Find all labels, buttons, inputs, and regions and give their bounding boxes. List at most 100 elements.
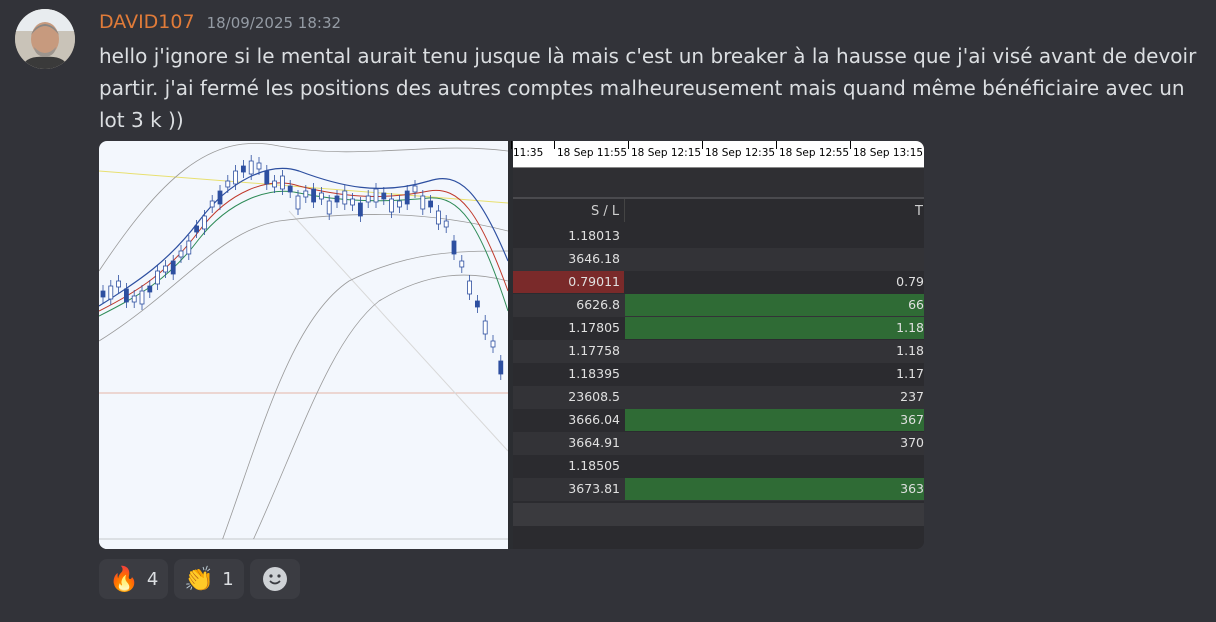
candle-body <box>217 190 223 205</box>
candle-body <box>170 260 176 275</box>
time-label: 18 Sep 11:55 <box>557 147 628 159</box>
table-row: 1.18013 <box>513 225 924 248</box>
candle-body <box>163 265 168 273</box>
candle-body <box>428 200 434 208</box>
candle-body <box>404 190 410 205</box>
moving-average-red <box>99 182 509 312</box>
time-label: 11:35 <box>513 147 544 159</box>
candle-body <box>248 160 254 175</box>
time-label: 18 Sep 12:15 <box>631 147 702 159</box>
time-tick <box>554 141 555 149</box>
candle-body <box>202 215 207 230</box>
candle-body <box>178 250 184 258</box>
candle-body <box>498 360 504 375</box>
tp-cell: 237 <box>900 389 924 404</box>
tp-cell: 1.18 <box>625 317 924 339</box>
candle-body <box>272 180 278 188</box>
moving-average-blue <box>99 167 509 307</box>
sl-cell: 1.18395 <box>568 366 620 381</box>
candle-body <box>435 210 441 225</box>
moving-average-green <box>99 190 509 317</box>
table-row: 23608.5 237 <box>513 386 924 409</box>
candlestick-chart <box>99 142 509 549</box>
username[interactable]: DAVID107 <box>99 11 195 33</box>
message-header: DAVID107 18/09/2025 18:32 <box>99 11 341 33</box>
candle-body <box>256 162 262 170</box>
candle-body <box>240 165 246 173</box>
candle-body <box>311 188 317 203</box>
candle-body <box>287 185 293 193</box>
smiley-icon <box>262 567 287 591</box>
candle-body <box>279 175 285 190</box>
candle-body <box>233 170 239 185</box>
candle-body <box>209 200 215 208</box>
chart-time-axis <box>99 539 508 549</box>
candle-body <box>108 285 114 300</box>
tp-cell: 1.18 <box>896 343 924 358</box>
candle-body <box>100 290 106 298</box>
table-row: 3664.91 370 <box>513 432 924 455</box>
sl-cell: 3666.04 <box>568 412 620 427</box>
bollinger-band <box>248 274 509 549</box>
bollinger-band <box>99 214 509 342</box>
candle-body <box>123 288 129 303</box>
time-tick <box>628 141 629 149</box>
table-row: 1.17758 1.18 <box>513 340 924 363</box>
reaction-count: 1 <box>222 568 234 590</box>
image-attachment[interactable]: 11:35 18 Sep 11:55 18 Sep 12:15 18 Sep 12:3… <box>99 141 924 549</box>
add-reaction-button[interactable] <box>249 559 300 599</box>
tp-cell: 1.17 <box>896 366 924 381</box>
candle-body <box>474 300 480 308</box>
candle-body <box>443 220 449 228</box>
reaction-clap[interactable]: 👏 1 <box>174 559 244 599</box>
candle-body <box>451 240 457 255</box>
table-row: 1.18395 1.17 <box>513 363 924 386</box>
fire-icon: 🔥 <box>109 565 139 593</box>
reaction-count: 4 <box>146 568 159 590</box>
table-row: 3666.04 367 <box>513 409 924 432</box>
candle-body <box>396 200 402 208</box>
candle-body <box>459 260 465 268</box>
time-tick <box>850 141 851 149</box>
candle-body <box>326 200 332 215</box>
sl-cell: 3673.81 <box>568 481 620 496</box>
sl-cell: 0.79011 <box>513 271 624 293</box>
clap-icon: 👏 <box>184 565 215 593</box>
tp-cell: 363 <box>625 478 924 500</box>
table-row: 0.79011 0.79 <box>513 271 924 294</box>
positions-table-image: 11:35 18 Sep 11:55 18 Sep 12:15 18 Sep 12:3… <box>511 141 924 549</box>
time-tick <box>511 141 512 149</box>
bollinger-band <box>218 250 509 549</box>
tp-cell: 66 <box>625 294 924 316</box>
tp-cell: 0.79 <box>896 274 924 289</box>
sl-cell: 1.17805 <box>568 320 620 335</box>
time-tick <box>702 141 703 149</box>
tp-cell <box>625 455 924 477</box>
bollinger-band <box>99 142 509 272</box>
candle-body <box>264 170 270 185</box>
candle-body <box>490 340 496 348</box>
candle-body <box>373 188 379 203</box>
candle-body <box>155 270 160 285</box>
avatar[interactable] <box>15 9 75 69</box>
candle-body <box>186 240 192 255</box>
reactions-bar: 🔥 4 👏 1 <box>99 559 300 599</box>
time-axis: 11:35 18 Sep 11:55 18 Sep 12:15 18 Sep 12:3… <box>511 141 924 168</box>
candle-body <box>147 285 153 293</box>
time-label: 18 Sep 12:55 <box>779 147 850 159</box>
candle-body <box>225 180 231 188</box>
candle-body <box>467 280 473 295</box>
candle-body <box>303 190 309 198</box>
timestamp: 18/09/2025 18:32 <box>206 14 342 32</box>
candle-body <box>482 320 488 335</box>
tp-cell <box>625 248 924 270</box>
header-sl: S / L <box>591 204 620 219</box>
sl-cell: 1.17758 <box>568 343 620 358</box>
candle-body <box>389 198 395 213</box>
reaction-fire[interactable]: 🔥 4 <box>99 559 169 599</box>
trading-chart-image <box>99 141 509 549</box>
candle-body <box>318 192 324 200</box>
sl-cell: 1.18013 <box>568 228 620 243</box>
time-label: 18 Sep 12:35 <box>705 147 776 159</box>
candle-body <box>131 295 137 303</box>
